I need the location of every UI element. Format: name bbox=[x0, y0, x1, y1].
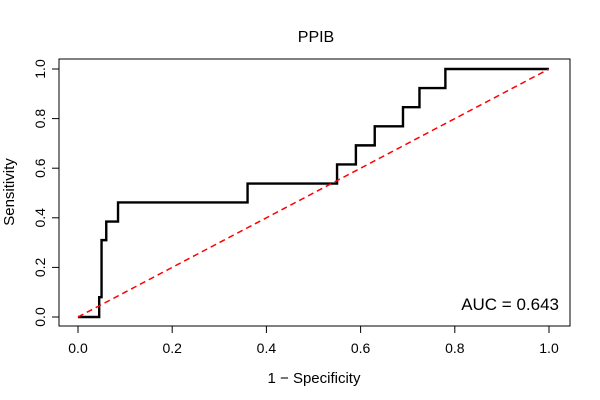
roc-curve-line bbox=[78, 67, 549, 319]
y-axis-label: Sensitivity bbox=[1, 158, 18, 226]
chance-diagonal-line bbox=[77, 68, 550, 318]
y-tick-label: 0.8 bbox=[32, 109, 48, 129]
y-tick-label: 0.6 bbox=[32, 158, 48, 178]
y-tick-label: 0.4 bbox=[32, 208, 48, 228]
x-axis-label: 1 − Specificity bbox=[268, 370, 361, 387]
x-tick-label: 0.2 bbox=[162, 340, 182, 356]
x-tick-label: 0.6 bbox=[351, 340, 371, 356]
y-tick-label: 0.0 bbox=[32, 307, 48, 327]
y-tick-label: 0.2 bbox=[32, 257, 48, 277]
x-axis: 0.0 0.2 0.4 0.6 0.8 1.0 bbox=[68, 325, 559, 356]
x-tick-label: 0.8 bbox=[445, 340, 465, 356]
x-tick-label: 0.4 bbox=[257, 340, 277, 356]
x-tick-label: 0.0 bbox=[68, 340, 88, 356]
series-layer bbox=[77, 67, 550, 319]
chart-title: PPIB bbox=[298, 29, 334, 46]
y-tick-label: 1.0 bbox=[32, 59, 48, 79]
auc-annotation: AUC = 0.643 bbox=[461, 295, 559, 314]
x-tick-label: 1.0 bbox=[539, 340, 559, 356]
y-axis: 0.0 0.2 0.4 0.6 0.8 1.0 bbox=[32, 59, 60, 327]
